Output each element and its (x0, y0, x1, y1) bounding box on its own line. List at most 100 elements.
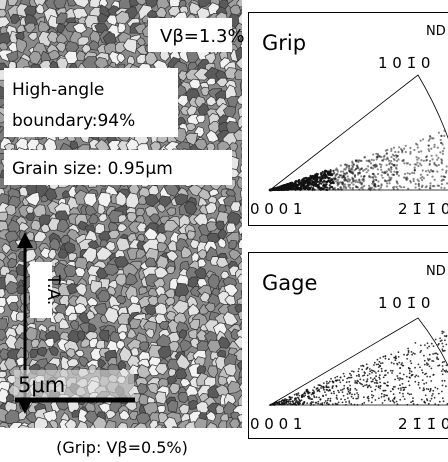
orientation-dot (347, 387, 349, 389)
orientation-dot (429, 354, 431, 356)
orientation-dot (396, 164, 398, 166)
orientation-dot (396, 363, 398, 365)
orientation-dot (432, 158, 434, 160)
orientation-dot (383, 382, 385, 384)
orientation-dot (383, 394, 385, 396)
orientation-dot (377, 168, 379, 170)
orientation-dot (313, 391, 315, 393)
orientation-dot (352, 173, 354, 175)
orientation-dot (437, 147, 439, 149)
orientation-dot (393, 158, 395, 160)
orientation-dot (402, 383, 404, 385)
orientation-dot (314, 386, 316, 388)
orientation-dot (295, 403, 297, 405)
orientation-dot (409, 376, 411, 378)
orientation-dot (359, 160, 361, 162)
orientation-dot (369, 368, 371, 370)
orientation-dot (439, 337, 441, 339)
orientation-dot (343, 395, 345, 397)
orientation-dot (320, 179, 322, 181)
orientation-dot (424, 402, 426, 404)
orientation-dot (429, 187, 431, 189)
orientation-dot (368, 185, 370, 187)
orientation-dot (373, 179, 375, 181)
orientation-dot (438, 404, 440, 406)
orientation-dot (318, 397, 320, 399)
orientation-dot (398, 356, 400, 358)
orientation-dot (445, 170, 447, 172)
orientation-dot (441, 183, 443, 185)
orientation-dot (416, 156, 418, 158)
orientation-dot (387, 372, 389, 374)
orientation-dot (340, 186, 342, 188)
orientation-dot (324, 170, 326, 172)
orientation-dot (343, 388, 345, 390)
orientation-dot (431, 395, 433, 397)
orientation-dot (286, 403, 288, 405)
orientation-dot (442, 373, 444, 375)
grain (26, 428, 38, 442)
orientation-dot (397, 377, 399, 379)
orientation-dot (443, 130, 445, 132)
orientation-dot (446, 165, 448, 167)
orientation-dot (438, 132, 440, 134)
orientation-dot (383, 377, 385, 379)
top-pole: 1 0 1̄ 0 (378, 294, 430, 312)
orientation-dot (314, 189, 316, 191)
orientation-dot (282, 188, 284, 190)
orientation-dot (411, 371, 413, 373)
orientation-dot (386, 153, 388, 155)
orientation-dot (361, 183, 363, 185)
orientation-dot (410, 393, 412, 395)
orientation-dot (351, 165, 353, 167)
orientation-dot (354, 404, 356, 406)
orientation-dot (426, 364, 428, 366)
orientation-dot (339, 379, 341, 381)
orientation-dot (287, 189, 289, 191)
orientation-dot (428, 145, 430, 147)
orientation-dot (381, 370, 383, 372)
orientation-dot (332, 170, 334, 172)
orientation-dot (439, 401, 441, 403)
orientation-dot (390, 168, 392, 170)
caption: (Grip: Vβ=0.5%) (56, 438, 188, 457)
orientation-dot (355, 168, 357, 170)
orientation-dot (315, 402, 317, 404)
orientation-dot (279, 404, 281, 406)
orientation-dot (414, 376, 416, 378)
orientation-dot (397, 403, 399, 405)
orientation-dot (415, 342, 417, 344)
orientation-dot (375, 372, 377, 374)
orientation-dot (442, 150, 444, 152)
orientation-dot (399, 372, 401, 374)
orientation-dot (358, 396, 360, 398)
orientation-dot (387, 173, 389, 175)
figure-svg: Vβ=1.3% High-angle boundary:94% Grain si… (0, 0, 448, 462)
orientation-dot (345, 401, 347, 403)
orientation-dot (323, 387, 325, 389)
orientation-dot (383, 158, 385, 160)
grain (238, 311, 248, 320)
orientation-dot (333, 182, 335, 184)
orientation-dot (326, 383, 328, 385)
orientation-dot (438, 185, 440, 187)
orientation-dot (371, 381, 373, 383)
orientation-dot (420, 140, 422, 142)
orientation-dot (342, 402, 344, 404)
orientation-dot (340, 398, 342, 400)
orientation-dot (317, 186, 319, 188)
grain (157, 406, 165, 413)
orientation-dot (278, 188, 280, 190)
panel-title: Grip (262, 31, 306, 55)
orientation-dot (395, 154, 397, 156)
orientation-dot (390, 171, 392, 173)
orientation-dot (333, 180, 335, 182)
orientation-dot (381, 184, 383, 186)
orientation-dot (312, 187, 314, 189)
orientation-dot (394, 398, 396, 400)
orientation-dot (442, 397, 444, 399)
orientation-dot (402, 365, 404, 367)
orientation-dot (418, 364, 420, 366)
orientation-dot (374, 371, 376, 373)
orientation-dot (446, 335, 448, 337)
